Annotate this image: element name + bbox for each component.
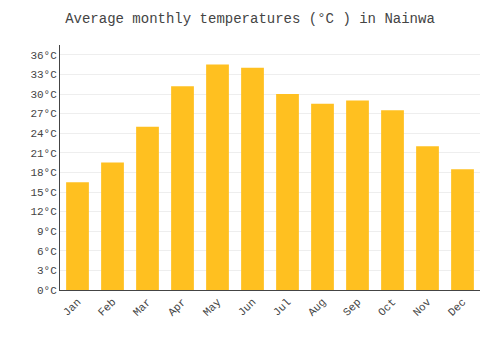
svg-text:24°C: 24°C xyxy=(30,128,57,140)
svg-text:Sep: Sep xyxy=(341,296,363,318)
svg-text:Apr: Apr xyxy=(166,296,188,318)
svg-text:Mar: Mar xyxy=(131,296,153,318)
svg-text:12°C: 12°C xyxy=(30,206,57,218)
svg-text:9°C: 9°C xyxy=(37,226,57,238)
svg-text:Jun: Jun xyxy=(236,296,258,318)
svg-text:30°C: 30°C xyxy=(30,89,57,101)
svg-text:Dec: Dec xyxy=(446,296,468,318)
svg-text:3°C: 3°C xyxy=(37,265,57,277)
svg-text:Aug: Aug xyxy=(306,296,328,318)
svg-text:21°C: 21°C xyxy=(30,148,57,160)
svg-text:May: May xyxy=(201,296,224,319)
svg-text:36°C: 36°C xyxy=(30,50,57,62)
svg-text:18°C: 18°C xyxy=(30,167,57,179)
svg-text:Feb: Feb xyxy=(96,296,118,318)
svg-text:Average monthly temperatures (: Average monthly temperatures (°C ) in Na… xyxy=(65,11,435,27)
svg-text:33°C: 33°C xyxy=(30,69,57,81)
svg-text:27°C: 27°C xyxy=(30,108,57,120)
svg-text:Nov: Nov xyxy=(411,296,434,319)
svg-text:Jan: Jan xyxy=(61,296,83,318)
svg-text:15°C: 15°C xyxy=(30,187,57,199)
svg-text:Oct: Oct xyxy=(376,296,398,318)
svg-text:Jul: Jul xyxy=(271,296,293,318)
svg-text:0°C: 0°C xyxy=(37,285,57,297)
svg-text:6°C: 6°C xyxy=(37,246,57,258)
